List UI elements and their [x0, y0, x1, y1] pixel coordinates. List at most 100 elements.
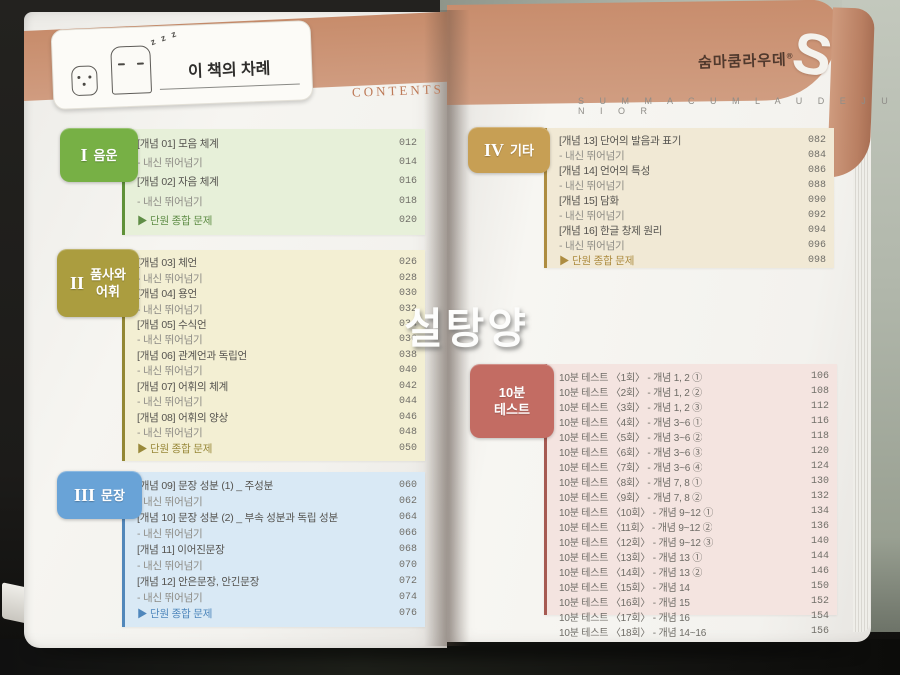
toc-entry-page: 030 — [398, 288, 417, 300]
section-numeral: IV — [484, 139, 505, 160]
toc-entry-page: 076 — [398, 608, 417, 620]
toc-entry-page: 150 — [810, 581, 829, 592]
toc-entry-page: 156 — [810, 626, 829, 637]
toc-entry-page: 072 — [398, 576, 417, 588]
toc-entry-page: 050 — [398, 442, 417, 454]
toc-entry-label: [개념 16] 한글 창제 원리 — [559, 225, 663, 237]
toc-entry: 10분 테스트 〈9회〉 - 개념 7, 8 ② 132 — [559, 489, 829, 504]
toc-entry-label: 10분 테스트 〈12회〉 - 개념 9~12 ③ — [559, 538, 714, 549]
toc-entry: 10분 테스트 〈6회〉 - 개념 3~6 ③ 120 — [559, 444, 829, 459]
toc-entry-page: 106 — [810, 371, 829, 382]
toc-entry-label: 10분 테스트 〈17회〉 - 개념 16 — [559, 613, 690, 624]
toc-entry-label: - 내신 뛰어넘기 — [137, 365, 203, 378]
toc-entry: - 내신 뛰어넘기 040 — [137, 363, 417, 378]
section-tab-label: 품사와 어휘 — [90, 267, 126, 299]
toc-entry-page: 018 — [398, 195, 417, 207]
toc-entry: 10분 테스트 〈2회〉 - 개념 1, 2 ② 108 — [559, 384, 829, 399]
toc-entry-page: 088 — [807, 180, 826, 191]
toc-entry-label: 10분 테스트 〈16회〉 - 개념 15 — [559, 598, 690, 609]
toc-entry: 10분 테스트 〈8회〉 - 개념 7, 8 ① 130 — [559, 474, 829, 489]
toc-entry-page: 046 — [398, 411, 417, 423]
toc-entry: [개념 03] 체언 026 — [137, 255, 417, 270]
toc-section-gita: [개념 13] 단어의 발음과 표기 082 - 내신 뛰어넘기 084 [개념 14]… — [468, 127, 834, 269]
toc-entry-page: 074 — [398, 592, 417, 604]
section-rows: [개념 01] 모음 체계 012 - 내신 뛰어넘기 014 [개념 02] 자음 체… — [137, 134, 417, 230]
page-stack-edge — [853, 46, 870, 632]
toc-entry-label: [개념 02] 자음 체계 — [137, 176, 219, 189]
toc-entry-label: - 내신 뛰어넘기 — [559, 240, 625, 252]
toc-entry-page: 084 — [807, 150, 826, 161]
section-panel: [개념 13] 단어의 발음과 표기 082 - 내신 뛰어넘기 084 [개념 14]… — [544, 128, 834, 268]
toc-entry-page: 082 — [807, 135, 826, 146]
toc-entry: - 내신 뛰어넘기 062 — [137, 494, 417, 509]
toc-entry: - 내신 뛰어넘기 048 — [137, 425, 417, 440]
toc-entry-label: 10분 테스트 〈9회〉 - 개념 7, 8 ② — [559, 493, 702, 504]
toc-entry: - 내신 뛰어넘기 084 — [559, 148, 826, 163]
book-gutter-shadow — [424, 10, 470, 646]
section-tab-label: 음운 — [93, 147, 118, 163]
toc-entry: 10분 테스트 〈17회〉 - 개념 16 154 — [559, 609, 829, 624]
toc-entry-label: - 내신 뛰어넘기 — [559, 180, 625, 192]
toc-entry-page: 038 — [398, 349, 417, 361]
toc-entry: [개념 12] 안은문장, 안긴문장 072 — [137, 574, 417, 589]
toc-entry-page: 120 — [810, 446, 829, 457]
toc-entry-label: [개념 11] 이어진문장 — [137, 543, 225, 556]
toc-entry-label: [개념 01] 모음 체계 — [137, 138, 219, 151]
toc-entry-label: - 내신 뛰어넘기 — [137, 527, 203, 540]
toc-entry: 10분 테스트 〈18회〉 - 개념 14~16 156 — [559, 624, 829, 639]
toc-entry: [개념 08] 어휘의 양상 046 — [137, 410, 417, 425]
section-tab: IV 기타 — [468, 127, 550, 173]
toc-entry: 10분 테스트 〈4회〉 - 개념 3~6 ① 116 — [559, 414, 829, 429]
toc-entry-label: 10분 테스트 〈13회〉 - 개념 13 ① — [559, 553, 703, 564]
toc-entry-label: - 내신 뛰어넘기 — [559, 150, 625, 162]
toc-entry-page: 094 — [807, 225, 826, 236]
toc-entry: 10분 테스트 〈3회〉 - 개념 1, 2 ③ 112 — [559, 399, 829, 414]
toc-entry-page: 116 — [810, 416, 829, 427]
toc-entry-page: 042 — [398, 380, 417, 392]
toc-entry-page: 028 — [398, 272, 417, 284]
toc-entry: - 내신 뛰어넘기 014 — [137, 155, 417, 170]
title-sticker: z z z 이 책의 차례 — [50, 20, 314, 110]
toc-entry-label: - 내신 뛰어넘기 — [137, 427, 203, 440]
toc-entry-page: 036 — [398, 334, 417, 346]
toc-entry: ▶ 단원 종합 문제 076 — [137, 606, 417, 621]
toc-entry: - 내신 뛰어넘기 028 — [137, 271, 417, 286]
toc-entry-page: 132 — [810, 491, 829, 502]
toc-entry: [개념 01] 모음 체계 012 — [137, 136, 417, 151]
toc-entry: 10분 테스트 〈14회〉 - 개념 13 ② 146 — [559, 564, 829, 579]
section-panel: [개념 03] 체언 026 - 내신 뛰어넘기 028 [개념 04] 용언 030 - … — [122, 250, 425, 461]
toc-entry-page: 096 — [807, 240, 826, 251]
toc-entry-page: 026 — [398, 257, 417, 269]
section-numeral: II — [70, 272, 85, 293]
toc-entry-page: 118 — [810, 431, 829, 442]
toc-entry: 10분 테스트 〈7회〉 - 개념 3~6 ④ 124 — [559, 459, 829, 474]
toc-entry-label: ▶ 단원 종합 문제 — [559, 255, 635, 267]
toc-entry-page: 060 — [398, 479, 417, 491]
section-tab: I 음운 — [60, 128, 138, 182]
toc-entry-label: - 내신 뛰어넘기 — [137, 396, 203, 409]
toc-entry-label: [개념 08] 어휘의 양상 — [137, 411, 229, 424]
toc-entry-page: 048 — [398, 427, 417, 439]
toc-entry-label: [개념 13] 단어의 발음과 표기 — [559, 135, 682, 147]
toc-entry: [개념 14] 언어의 특성 086 — [559, 163, 826, 178]
toc-entry: 10분 테스트 〈1회〉 - 개념 1, 2 ① 106 — [559, 369, 829, 384]
toc-entry-label: ▶ 단원 종합 문제 — [137, 442, 213, 455]
toc-entry-page: 034 — [398, 319, 417, 331]
section-panel: [개념 01] 모음 체계 012 - 내신 뛰어넘기 014 [개념 02] 자음 체… — [122, 129, 425, 235]
toc-entry-page: 012 — [398, 138, 417, 150]
toc-entry-page: 014 — [398, 157, 417, 169]
toc-entry-page: 154 — [810, 611, 829, 622]
sleeping-character-doodle-icon — [110, 45, 153, 95]
toc-section-eumun: [개념 01] 모음 체계 012 - 내신 뛰어넘기 014 [개념 02] 자음 체… — [60, 128, 425, 236]
toc-entry-page: 136 — [810, 521, 829, 532]
section-tab: II 품사와 어휘 — [57, 249, 139, 317]
toc-entry: - 내신 뛰어넘기 096 — [559, 238, 826, 253]
toc-entry-label: 10분 테스트 〈3회〉 - 개념 1, 2 ③ — [559, 403, 702, 414]
toc-entry-page: 086 — [807, 165, 826, 176]
toc-section-pumsa: [개념 03] 체언 026 - 내신 뛰어넘기 028 [개념 04] 용언 030 - … — [57, 249, 425, 462]
toc-entry: 10분 테스트 〈13회〉 - 개념 13 ① 144 — [559, 549, 829, 564]
toc-entry-label: - 내신 뛰어넘기 — [559, 210, 625, 222]
toc-entry-page: 134 — [810, 506, 829, 517]
toc-entry: - 내신 뛰어넘기 044 — [137, 394, 417, 409]
